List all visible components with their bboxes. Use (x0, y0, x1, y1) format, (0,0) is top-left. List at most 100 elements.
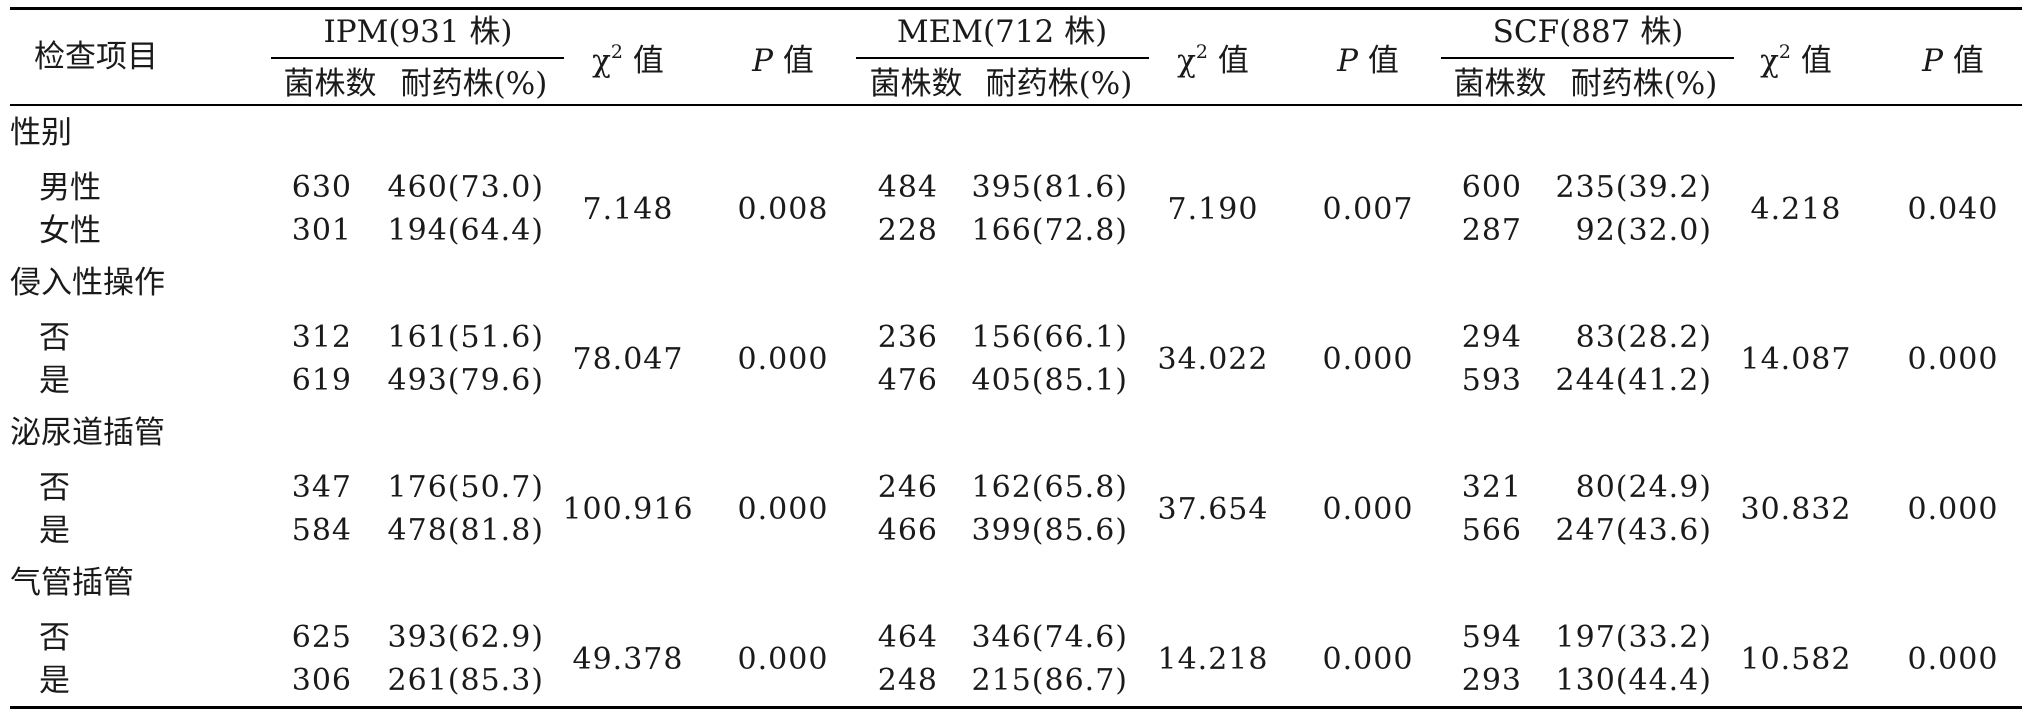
p-value: 0.000 (737, 641, 829, 677)
strain-count: 248 (877, 663, 938, 698)
resistant-count: 235(39.2) (1555, 170, 1712, 205)
row-label: 女性 (39, 213, 101, 249)
strain-count: 584 (291, 513, 352, 548)
row-label: 男性 (39, 170, 101, 206)
row-label: 否 (39, 620, 70, 656)
resistant-count: 166(72.8) (971, 213, 1128, 248)
resistant-count: 156(66.1) (971, 320, 1128, 355)
p-suffix: 值 (773, 43, 814, 79)
p-symbol: P (752, 43, 773, 79)
p-symbol: P (1922, 43, 1943, 79)
p-value: 0.008 (737, 191, 829, 227)
resistant-count: 130(44.4) (1555, 663, 1712, 698)
resistant-count: 83(28.2) (1575, 320, 1712, 355)
row-label: 否 (39, 320, 70, 356)
chi-symbol: χ (1177, 43, 1196, 79)
subheader-resistant-1: 耐药株(%) (985, 66, 1133, 102)
strain-count: 228 (877, 213, 938, 248)
group-underline-2 (1441, 57, 1734, 59)
chi-square-value: 37.654 (1157, 491, 1269, 527)
strain-count: 321 (1461, 470, 1522, 505)
row-label: 否 (39, 470, 70, 506)
strain-count: 594 (1461, 620, 1522, 655)
chi-header-1: χ2 值 (1177, 41, 1249, 81)
p-value: 0.000 (1907, 641, 1999, 677)
group-underline-0 (271, 57, 564, 59)
p-value: 0.000 (1322, 341, 1414, 377)
strain-count: 484 (877, 170, 938, 205)
bottom-rule (10, 706, 2022, 709)
strain-count: 464 (877, 620, 938, 655)
resistant-count: 493(79.6) (387, 363, 544, 398)
strain-count: 630 (291, 170, 352, 205)
resistant-count: 460(73.0) (387, 170, 544, 205)
chi-square-value: 7.148 (582, 191, 674, 227)
strain-count: 619 (291, 363, 352, 398)
strain-count: 566 (1461, 513, 1522, 548)
chi-square-value: 49.378 (572, 641, 684, 677)
resistant-count: 478(81.8) (387, 513, 544, 548)
column-header-item: 检查项目 (34, 39, 158, 75)
strain-count: 236 (877, 320, 938, 355)
row-label: 是 (39, 513, 70, 549)
resistant-count: 215(86.7) (971, 663, 1128, 698)
p-header-0: P 值 (752, 41, 814, 81)
resistant-count: 393(62.9) (387, 620, 544, 655)
strain-count: 294 (1461, 320, 1522, 355)
resistant-count: 261(85.3) (387, 663, 544, 698)
resistant-count: 162(65.8) (971, 470, 1128, 505)
resistant-count: 405(85.1) (971, 363, 1128, 398)
strain-count: 301 (291, 213, 352, 248)
chi-square-value: 34.022 (1157, 341, 1269, 377)
chi-superscript: 2 (1778, 40, 1792, 63)
p-value: 0.000 (1907, 341, 1999, 377)
strain-count: 625 (291, 620, 352, 655)
section-title: 性别 (10, 115, 72, 151)
chi-square-value: 30.832 (1740, 491, 1852, 527)
chi-superscript: 2 (1195, 40, 1209, 63)
resistant-count: 92(32.0) (1575, 213, 1712, 248)
p-value: 0.040 (1907, 191, 1999, 227)
strain-count: 593 (1461, 363, 1522, 398)
strain-count: 312 (291, 320, 352, 355)
p-suffix: 值 (1358, 43, 1399, 79)
chi-suffix: 值 (1791, 43, 1832, 79)
strain-count: 347 (291, 470, 352, 505)
header-bottom-rule (10, 104, 2022, 106)
row-label: 是 (39, 663, 70, 699)
strain-count: 600 (1461, 170, 1522, 205)
resistant-count: 194(64.4) (387, 213, 544, 248)
p-header-1: P 值 (1337, 41, 1399, 81)
subheader-count-1: 菌株数 (869, 66, 963, 102)
section-title: 气管插管 (10, 565, 134, 601)
chi-header-0: χ2 值 (592, 41, 664, 81)
resistant-count: 176(50.7) (387, 470, 544, 505)
strain-count: 293 (1461, 663, 1522, 698)
chi-square-value: 78.047 (572, 341, 684, 377)
p-value: 0.000 (737, 491, 829, 527)
resistant-count: 395(81.6) (971, 170, 1128, 205)
resistant-count: 346(74.6) (971, 620, 1128, 655)
section-title: 侵入性操作 (10, 265, 165, 301)
subheader-resistant-2: 耐药株(%) (1570, 66, 1718, 102)
subheader-count-0: 菌株数 (283, 66, 377, 102)
p-value: 0.000 (737, 341, 829, 377)
strain-count: 287 (1461, 213, 1522, 248)
chi-header-2: χ2 值 (1760, 41, 1832, 81)
resistant-count: 399(85.6) (971, 513, 1128, 548)
top-rule (10, 7, 2022, 10)
subheader-resistant-0: 耐药株(%) (400, 66, 548, 102)
chi-symbol: χ (592, 43, 611, 79)
section-title: 泌尿道插管 (10, 415, 165, 451)
p-header-2: P 值 (1922, 41, 1984, 81)
resistant-count: 244(41.2) (1555, 363, 1712, 398)
strain-count: 466 (877, 513, 938, 548)
resistant-count: 161(51.6) (387, 320, 544, 355)
group-underline-1 (856, 57, 1149, 59)
group-header-2: SCF(887 株) (1492, 14, 1684, 50)
chi-square-value: 7.190 (1167, 191, 1259, 227)
group-header-1: MEM(712 株) (896, 14, 1108, 50)
strain-count: 476 (877, 363, 938, 398)
p-suffix: 值 (1943, 43, 1984, 79)
group-header-0: IPM(931 株) (323, 14, 513, 50)
